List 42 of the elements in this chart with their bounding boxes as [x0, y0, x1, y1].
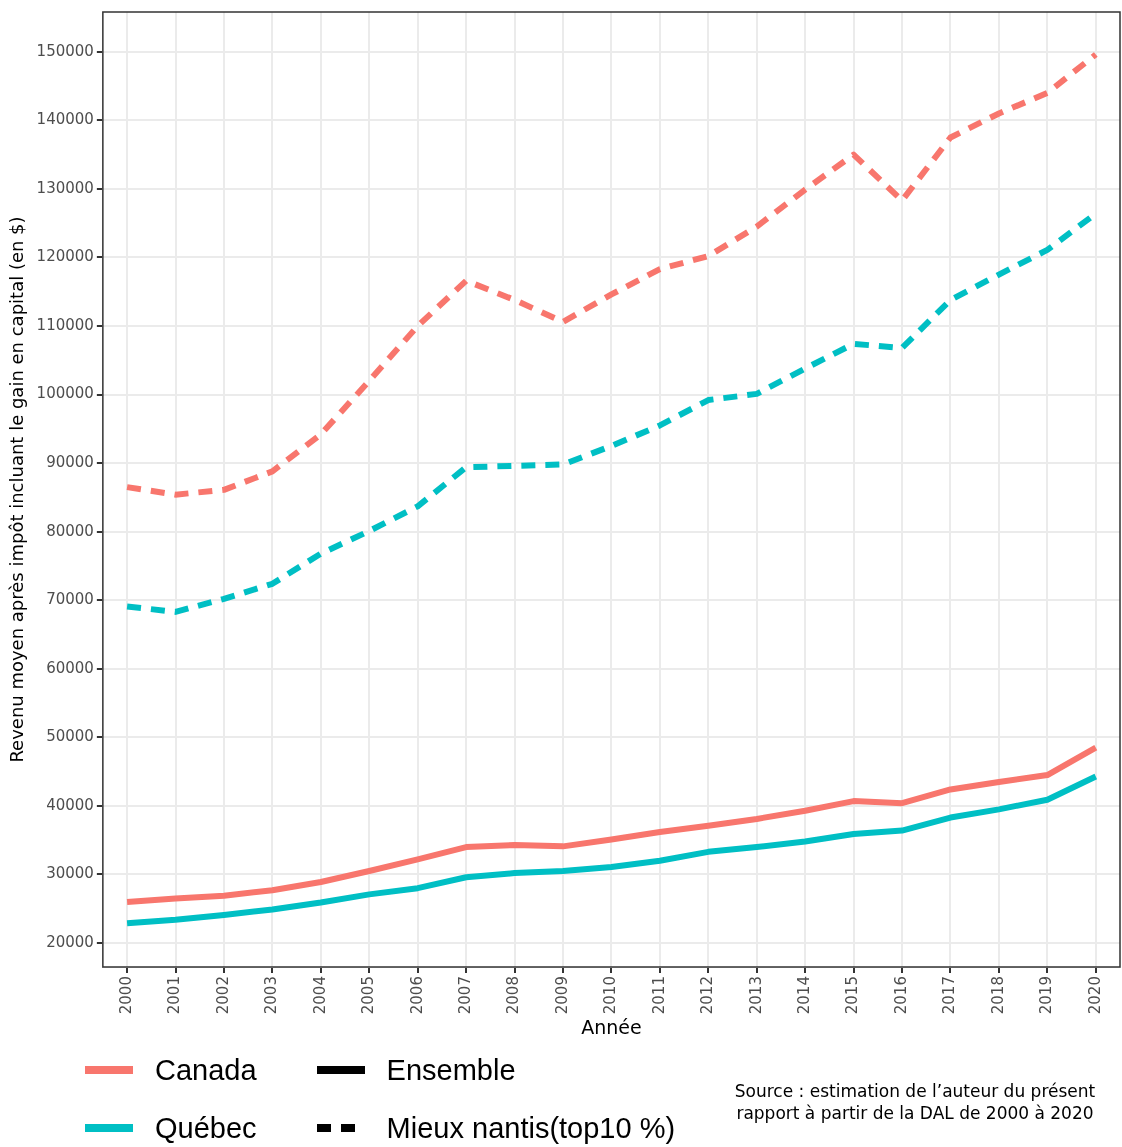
- y-tick-label: 50000: [46, 727, 94, 746]
- x-tick-label: 2014: [795, 976, 814, 1015]
- x-axis-title: Année: [581, 1015, 642, 1038]
- x-tick-label: 2002: [213, 976, 232, 1015]
- x-tick-label: 2000: [116, 976, 135, 1015]
- text: Mieux nantis(top10 %): [386, 1111, 676, 1145]
- y-tick-label: 20000: [46, 932, 94, 951]
- legend-label: Canada: [155, 1053, 257, 1087]
- y-axis-title: Revenu moyen après impôt incluant le gain en capital (en $): [6, 216, 28, 763]
- x-tick-label: 2020: [1085, 976, 1104, 1015]
- y-tick-label: 120000: [36, 247, 94, 266]
- x-tick-label: 2017: [940, 976, 959, 1015]
- text: Ensemble: [386, 1053, 516, 1087]
- legend-label: Québec: [155, 1111, 257, 1145]
- x-tick-label: 2009: [552, 976, 571, 1015]
- y-tick-label: 80000: [46, 521, 94, 540]
- y-tick-label: 60000: [46, 658, 94, 677]
- y-tick-label: 130000: [36, 178, 94, 197]
- x-tick-label: 2013: [746, 976, 765, 1015]
- x-tick-label: 2004: [310, 976, 329, 1015]
- x-tick-label: 2016: [891, 976, 910, 1015]
- y-tick-label: 30000: [46, 864, 94, 883]
- x-tick-label: 2019: [1037, 976, 1056, 1015]
- y-tick-label: 100000: [36, 384, 94, 403]
- x-tick-label: 2011: [649, 976, 668, 1015]
- x-tick-label: 2006: [407, 976, 426, 1015]
- source-note: Source : estimation de l’auteur du présent rapport à partir de la DAL de 2000 à 2020: [733, 1080, 1097, 1125]
- x-tick-label: 2015: [843, 976, 862, 1015]
- x-tick-label: 2008: [504, 976, 523, 1015]
- x-tick-label: 2012: [698, 976, 717, 1015]
- x-tick-label: 2005: [359, 976, 378, 1015]
- y-tick-label: 70000: [46, 590, 94, 609]
- y-tick-label: 90000: [46, 453, 94, 472]
- x-tick-label: 2010: [601, 976, 620, 1015]
- x-tick-label: 2007: [456, 976, 475, 1015]
- y-tick-label: 110000: [36, 315, 94, 334]
- y-tick-label: 40000: [46, 795, 94, 814]
- x-tick-label: 2001: [165, 976, 184, 1015]
- y-tick-label: 150000: [36, 41, 94, 60]
- x-tick-label: 2003: [262, 976, 281, 1015]
- y-tick-label: 140000: [36, 110, 94, 129]
- x-tick-label: 2018: [988, 976, 1007, 1015]
